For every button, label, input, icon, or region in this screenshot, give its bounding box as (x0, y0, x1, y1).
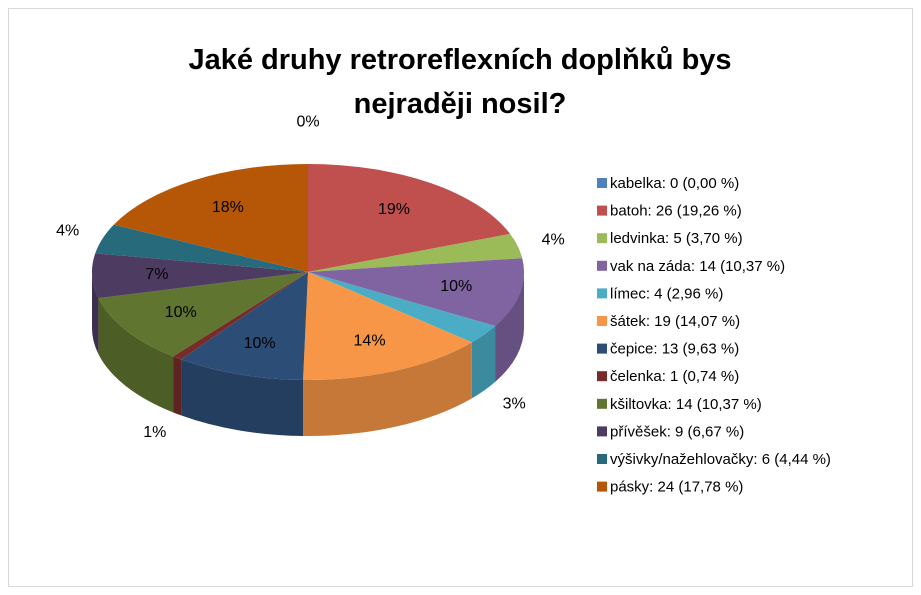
data-label: 3% (503, 395, 526, 412)
legend-swatch (597, 371, 607, 382)
slice-side (92, 272, 99, 355)
legend-label: batoh: 26 (19,26 %) (610, 203, 742, 220)
data-label: 18% (212, 199, 244, 216)
slice-side (303, 342, 472, 436)
chart-border (8, 8, 913, 587)
data-label: 14% (354, 332, 386, 349)
data-label: 1% (143, 424, 166, 441)
legend-label: pásky: 24 (17,78 %) (610, 479, 743, 496)
legend-label: kšiltovka: 14 (10,37 %) (610, 396, 762, 413)
legend-label: šátek: 19 (14,07 %) (610, 313, 740, 330)
legend-swatch (597, 288, 607, 299)
chart-title: Jaké druhy retroreflexních doplňků bys n… (188, 44, 732, 120)
legend-label: vak na záda: 14 (10,37 %) (610, 258, 785, 275)
slice (91, 253, 308, 299)
slice-side (181, 359, 304, 436)
legend-label: přívěšek: 9 (6,67 %) (610, 423, 744, 440)
data-label: 4% (542, 231, 565, 248)
legend-swatch (597, 178, 607, 188)
legend-swatch (597, 454, 607, 464)
slice (98, 272, 309, 357)
slice (113, 164, 308, 272)
legend-label: kabelka: 0 (0,00 %) (610, 175, 739, 192)
legend-swatch (597, 205, 607, 216)
slice-side (98, 298, 174, 413)
legend-swatch (597, 233, 607, 244)
data-label: 10% (165, 304, 197, 321)
legend-label: ledvinka: 5 (3,70 %) (610, 230, 743, 247)
legend-swatch (597, 481, 607, 492)
slice (173, 272, 308, 360)
slice-side (471, 326, 496, 399)
slice (308, 272, 496, 343)
legend-label: límec: 4 (2,96 %) (610, 285, 723, 302)
slice-side (495, 272, 524, 382)
legend-swatch (597, 260, 607, 271)
data-label: 7% (145, 266, 168, 283)
data-label: 4% (56, 223, 79, 240)
legend-swatch (597, 316, 607, 326)
slice-tops (91, 164, 524, 380)
slice (303, 272, 472, 380)
legend-swatch (597, 426, 607, 437)
data-label: 0% (296, 113, 319, 130)
data-label: 10% (244, 335, 276, 352)
legend-swatch (597, 398, 607, 409)
data-label: 10% (440, 278, 472, 295)
slice (308, 258, 524, 326)
data-label: 19% (378, 201, 410, 218)
legend-swatch (597, 343, 607, 354)
slice-side (173, 356, 182, 416)
slice (308, 233, 523, 272)
legend-label: výšivky/nažehlovačky: 6 (4,44 %) (610, 451, 831, 468)
slice (308, 164, 511, 272)
slice-sides (92, 272, 524, 436)
legend-label: čepice: 13 (9,63 %) (610, 341, 739, 358)
legend-label: čelenka: 1 (0,74 %) (610, 368, 739, 385)
slice (95, 224, 308, 272)
slice (181, 272, 308, 380)
